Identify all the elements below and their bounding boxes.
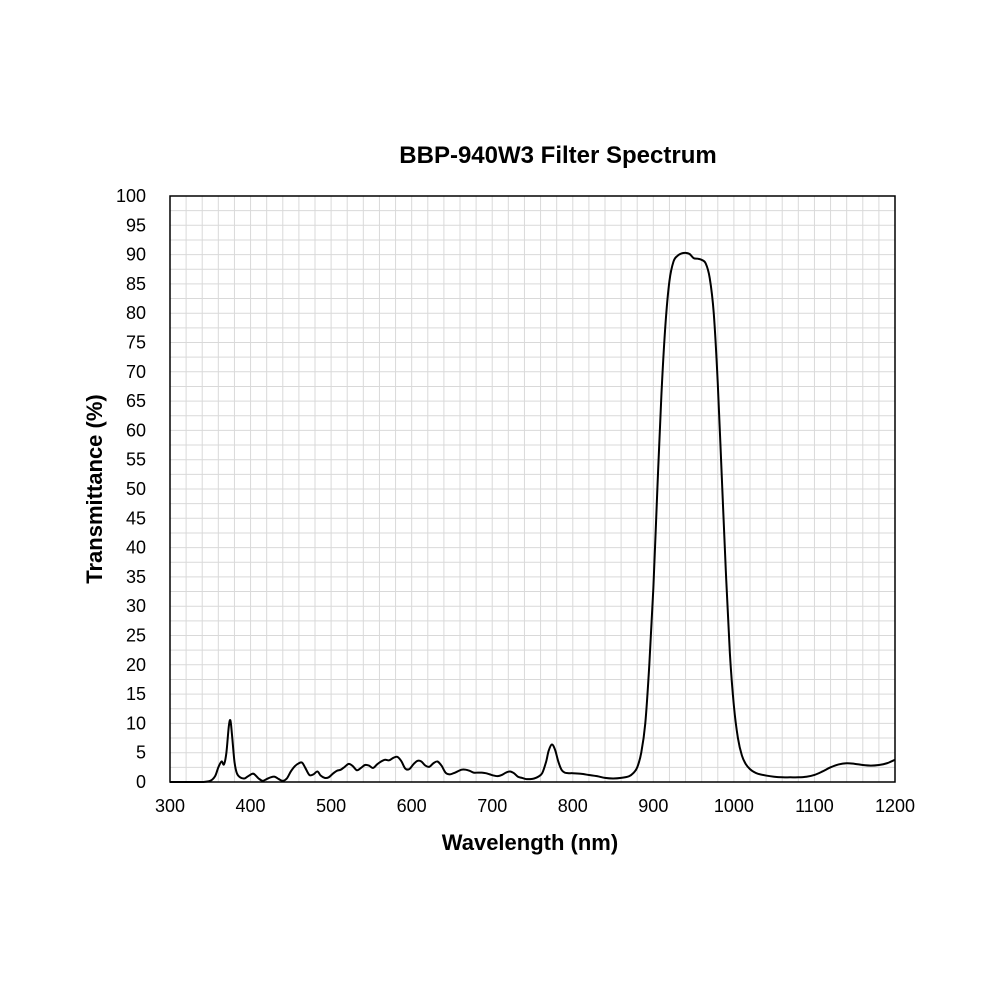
y-tick-label: 75 (126, 333, 146, 353)
x-axis-label: Wavelength (nm) (442, 830, 618, 855)
y-tick-label: 65 (126, 391, 146, 411)
y-tick-label: 20 (126, 655, 146, 675)
y-tick-label: 0 (136, 772, 146, 792)
x-tick-label: 600 (397, 796, 427, 816)
y-tick-label: 100 (116, 186, 146, 206)
x-tick-label: 1000 (714, 796, 754, 816)
y-tick-label: 35 (126, 567, 146, 587)
y-tick-label: 95 (126, 215, 146, 235)
y-tick-label: 45 (126, 508, 146, 528)
x-tick-label: 800 (558, 796, 588, 816)
tick-labels: 300 400 500 600 700 800 900 1000 1100 1200 0 5 10 15 2… (116, 186, 915, 816)
y-tick-label: 25 (126, 626, 146, 646)
x-tick-label: 1100 (795, 796, 834, 816)
y-tick-label: 50 (126, 479, 146, 499)
x-tick-label: 1200 (875, 796, 915, 816)
y-tick-label: 5 (136, 743, 146, 763)
grid (170, 196, 895, 782)
x-tick-label: 300 (155, 796, 185, 816)
chart-title: BBP-940W3 Filter Spectrum (399, 142, 716, 169)
y-tick-label: 55 (126, 450, 146, 470)
y-tick-label: 80 (126, 303, 146, 323)
series-layer (170, 251, 896, 783)
y-tick-label: 10 (126, 713, 146, 733)
y-tick-label: 90 (126, 245, 146, 265)
y-tick-label: 30 (126, 596, 146, 616)
x-tick-label: 700 (477, 796, 507, 816)
y-tick-label: 70 (126, 362, 146, 382)
y-axis-label: Transmittance (%) (82, 394, 107, 584)
y-tick-label: 15 (126, 684, 146, 704)
x-tick-label: 900 (638, 796, 668, 816)
plot-frame (169, 195, 896, 783)
y-tick-label: 85 (126, 274, 146, 294)
x-tick-label: 400 (236, 796, 266, 816)
y-tick-label: 40 (126, 538, 146, 558)
y-tick-label: 60 (126, 420, 146, 440)
x-tick-label: 500 (316, 796, 346, 816)
series-line-0 (170, 251, 896, 783)
